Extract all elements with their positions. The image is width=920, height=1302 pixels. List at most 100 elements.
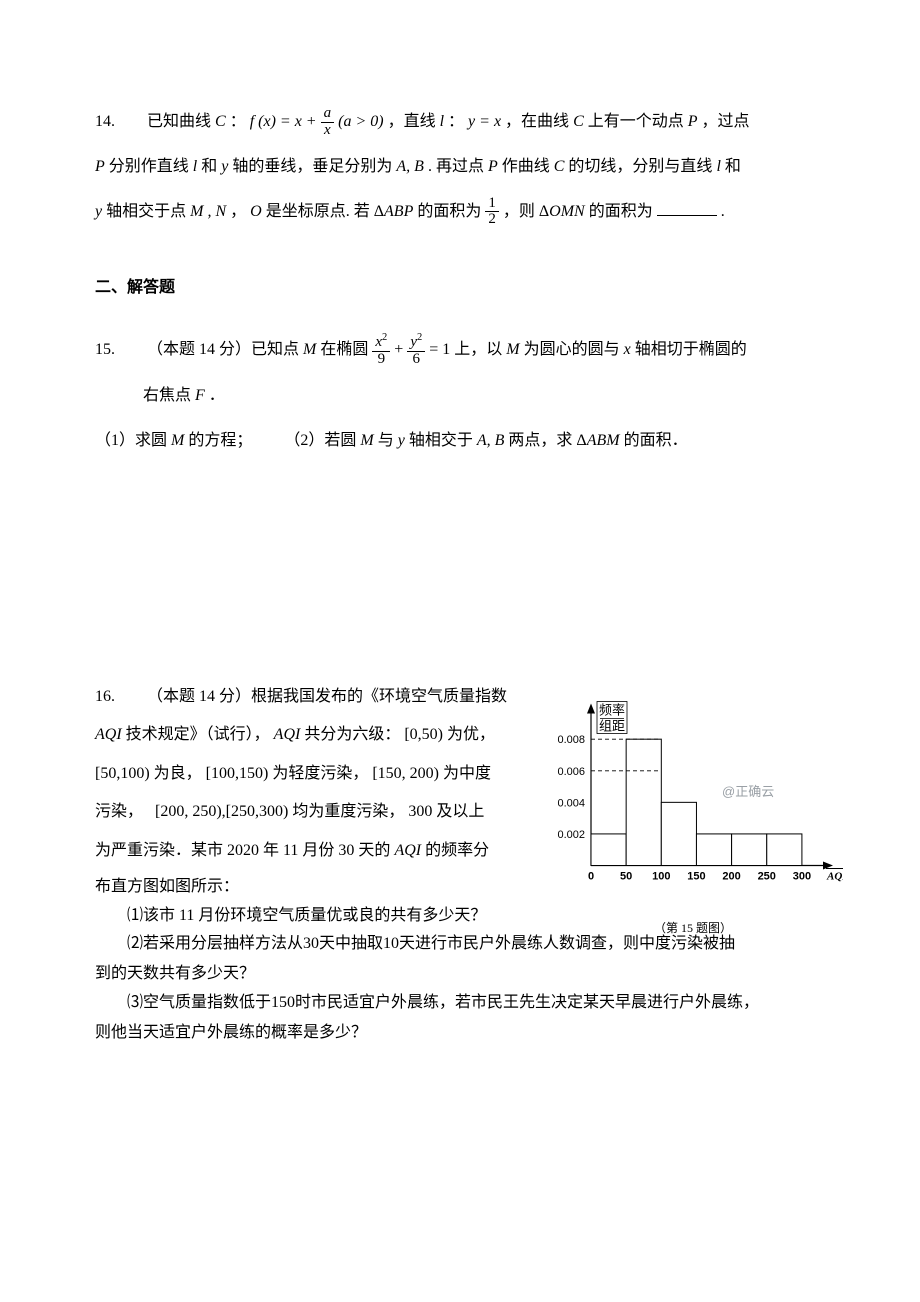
sym-M: M xyxy=(171,432,184,449)
s1: （1）求圆 xyxy=(95,432,167,449)
sym-MN: M , N xyxy=(190,203,226,220)
sym-P: P xyxy=(688,113,698,130)
AQI: AQI xyxy=(95,726,122,743)
txt: 作曲线 xyxy=(502,158,550,175)
sym-P: P xyxy=(488,158,498,175)
svg-text:0.008: 0.008 xyxy=(557,734,585,746)
sym-M: M xyxy=(303,341,316,358)
q15-subs: （1）求圆 M 的方程； （2）若圆 M 与 y 轴相交于 A, B 两点，求 … xyxy=(95,423,825,458)
txt: 为圆心的圆与 xyxy=(524,341,620,358)
q16-flow: 16. （本题 14 分）根据我国发布的《环境空气质量指数 AQI 技术规定》（… xyxy=(95,678,540,870)
txt: ，在曲线 xyxy=(505,113,569,130)
txt: ， xyxy=(230,203,246,220)
svg-text:150: 150 xyxy=(687,871,705,883)
txt: 为中度 xyxy=(443,765,491,782)
s1b: 的方程； xyxy=(188,432,252,449)
question-16-wrap: 0.0080.0060.0040.002频率组距0501001502002503… xyxy=(95,678,825,1047)
s2c: 轴相交于 xyxy=(409,432,473,449)
range: [50,100) xyxy=(95,765,150,782)
sym-C: C xyxy=(554,158,565,175)
txt: ，过点 xyxy=(702,113,750,130)
sym-AB: A, B xyxy=(477,432,505,449)
n: y2 xyxy=(407,332,425,351)
fx-right: (a > 0) xyxy=(338,113,383,130)
txt: 技术规定》（试行）， xyxy=(126,726,270,743)
frac-y2-6: y2 6 xyxy=(407,332,425,368)
txt: 天的 xyxy=(358,842,390,859)
sym-C: C xyxy=(573,113,584,130)
svg-text:0.004: 0.004 xyxy=(557,797,585,809)
AQI: AQI xyxy=(274,726,301,743)
sym-l: l xyxy=(716,158,720,175)
svg-text:50: 50 xyxy=(620,871,632,883)
frac-x2-9: x2 9 xyxy=(372,332,390,368)
histogram-svg: 0.0080.0060.0040.002频率组距0501001502002503… xyxy=(543,690,843,900)
chart-caption: （第 15 题图） xyxy=(543,915,843,941)
sym-AB: A, B xyxy=(396,158,424,175)
sym-y: y xyxy=(221,158,228,175)
s2d: 两点，求 xyxy=(508,432,572,449)
tri: Δ xyxy=(576,432,586,449)
txt: 的面积为 xyxy=(589,203,653,220)
txt: 为良， xyxy=(154,765,202,782)
range: [200, 250),[250,300) xyxy=(155,803,288,820)
s2e: 的面积． xyxy=(624,432,688,449)
txt: 的切线，分别与直线 xyxy=(568,158,712,175)
txt: 及以上 xyxy=(436,803,484,820)
plus: + xyxy=(394,341,403,358)
AQI: AQI xyxy=(394,842,421,859)
eq1: = 1 xyxy=(429,341,450,358)
svg-text:300: 300 xyxy=(793,871,811,883)
svg-text:0: 0 xyxy=(588,871,594,883)
txt: 为轻度污染， xyxy=(272,765,368,782)
txt: 轴相交于点 xyxy=(106,203,186,220)
n: 30 xyxy=(338,842,354,859)
sym-l: l xyxy=(440,113,444,130)
q15-number: 15. xyxy=(95,332,143,367)
OMN: OMN xyxy=(549,203,585,220)
ABP: ABP xyxy=(384,203,413,220)
sym-y: y xyxy=(95,203,102,220)
txt: 为严重污染．某市 2020 年 11 月份 xyxy=(95,842,334,859)
txt: 共分为六级： xyxy=(304,726,400,743)
period: . xyxy=(721,203,725,220)
txt: 污染， xyxy=(95,803,143,820)
tri: Δ xyxy=(374,203,384,220)
sq2-cont: 到的天数共有多少天？ xyxy=(95,959,825,989)
txt: 右焦点 xyxy=(143,387,191,404)
fx-left: f (x) = x + xyxy=(250,113,317,130)
sq3-cont: 则他当天适宜户外晨练的概率是多少？ xyxy=(95,1018,825,1048)
range: [100,150) xyxy=(206,765,269,782)
tri: Δ xyxy=(539,203,549,220)
txt: 上，以 xyxy=(454,341,502,358)
txt: 轴相切于椭圆的 xyxy=(635,341,747,358)
svg-text:200: 200 xyxy=(722,871,740,883)
svg-text:AQI: AQI xyxy=(826,871,843,883)
n: x2 xyxy=(372,332,390,351)
colon: ： xyxy=(448,113,464,130)
watermark: @正确云 xyxy=(722,778,774,807)
txt: （本题 14 分）已知点 xyxy=(147,341,299,358)
s2b: 与 xyxy=(378,432,394,449)
frac-half: 1 2 xyxy=(485,196,499,229)
q16-number: 16. xyxy=(95,678,143,716)
half-n: 1 xyxy=(485,196,499,212)
q15-line2: 右焦点 F ． xyxy=(143,378,825,413)
sym-l: l xyxy=(193,158,197,175)
range: [150, 200) xyxy=(372,765,439,782)
d: 9 xyxy=(372,351,390,368)
q14-number: 14. xyxy=(95,100,143,145)
sym-P: P xyxy=(95,158,105,175)
sym-M: M xyxy=(506,341,519,358)
sym-F: F xyxy=(195,387,205,404)
question-14: 14. 已知曲线 C ： f (x) = x + a x (a > 0) ，直线… xyxy=(95,100,825,234)
range: [0,50) xyxy=(404,726,443,743)
txt: 和 xyxy=(725,158,741,175)
q14-text: 已知曲线 xyxy=(147,113,211,130)
sym-C: C xyxy=(215,113,226,130)
answer-blank xyxy=(657,200,717,216)
s2: （2）若圆 xyxy=(284,432,356,449)
svg-text:0.002: 0.002 xyxy=(557,829,585,841)
txt: 均为重度污染， xyxy=(292,803,404,820)
d: 6 xyxy=(407,351,425,368)
